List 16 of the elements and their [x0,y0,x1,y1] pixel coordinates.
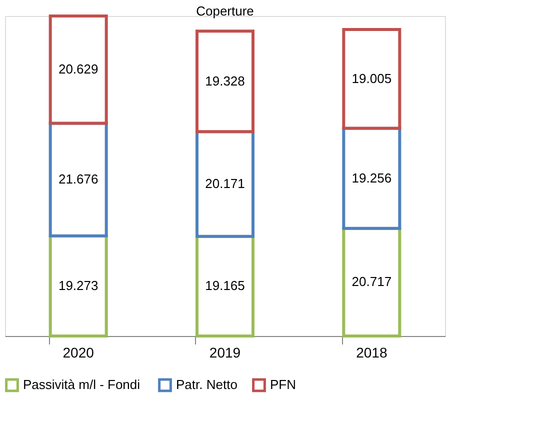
x-tick-label: 2020 [62,344,94,360]
x-tick-label: 2018 [356,344,388,360]
data-label: 19.273 [58,278,98,293]
x-tick-label: 2019 [209,344,241,360]
legend-label: Passività m/l - Fondi [23,377,140,392]
data-label: 21.676 [58,172,98,187]
data-label: 19.005 [352,70,392,86]
legend-label: PFN [270,377,296,392]
data-label: 20.717 [352,274,392,290]
legend-label: Patr. Netto [176,377,238,392]
data-label: 20.629 [58,62,98,77]
data-label: 19.256 [352,170,392,186]
data-label: 19.165 [205,278,245,294]
data-label: 19.328 [205,73,245,88]
data-label: 20.171 [205,176,245,191]
chart-title: Coperture [196,4,254,18]
